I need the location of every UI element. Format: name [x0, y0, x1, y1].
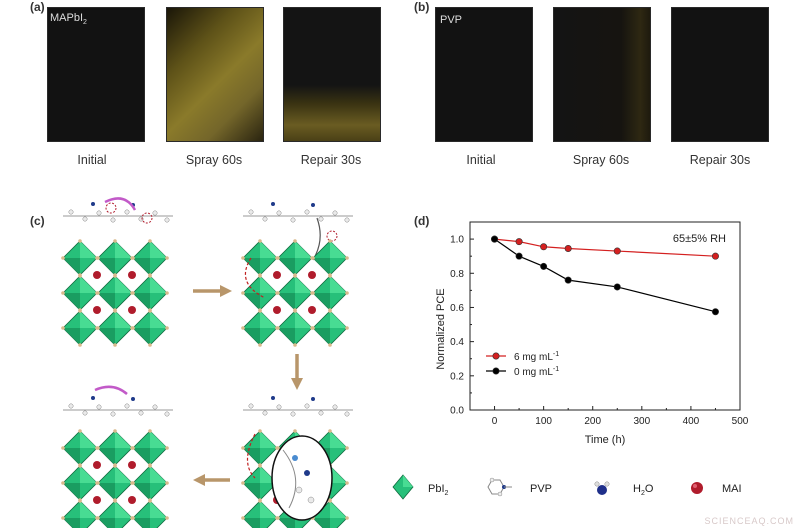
film-a-initial: MAPbI2: [47, 7, 145, 142]
legend-pbi2: PbI2: [428, 483, 449, 498]
film-b-tag: PVP: [440, 14, 463, 26]
pvp-molecule-icon: [487, 477, 512, 497]
legend-label-1: 0 mg mL-1: [514, 366, 559, 378]
watermark: SCIENCEAQ.COM: [704, 516, 794, 526]
legend-label-0: 6 mg mL-1: [514, 351, 559, 363]
film-a-tag: MAPbI2: [50, 12, 87, 27]
data-point-1-4: [613, 283, 621, 291]
data-point-0-4: [613, 247, 621, 255]
x-tick-label: 300: [633, 416, 650, 427]
repair-schematic: [55, 197, 354, 528]
arrow-down-icon: [291, 378, 303, 390]
panel-d-label: (d): [414, 214, 430, 228]
film-b-repair: [671, 7, 769, 142]
series-line-1: [494, 238, 716, 313]
y-tick-label: 0.8: [450, 269, 464, 280]
legend-marker-1: [492, 367, 500, 375]
caption-b-initial: Initial: [466, 153, 496, 167]
x-tick-label: 200: [584, 416, 601, 427]
data-point-1-1: [515, 252, 523, 260]
y-tick-label: 0.6: [450, 303, 464, 314]
panel-a-label: (a): [30, 0, 45, 14]
panel-c-label: (c): [30, 214, 45, 228]
y-tick-label: 0.0: [450, 406, 464, 417]
data-point-0-1: [515, 238, 523, 246]
x-tick-label: 0: [492, 416, 498, 427]
film-b-initial: PVP: [435, 7, 533, 142]
data-point-0-2: [540, 243, 548, 251]
x-tick-label: 500: [732, 416, 749, 427]
arrow-left-icon: [193, 474, 205, 486]
x-tick-label: 400: [683, 416, 700, 427]
pce-chart: 0 100 200 300 400 500 0.0 0.2 0.4 0.6 0.8 1.0 65±5%…: [435, 221, 749, 446]
data-point-1-3: [564, 276, 572, 284]
caption-a-initial: Initial: [77, 153, 107, 167]
legend-pvp: PVP: [530, 483, 553, 495]
caption-b-repair: Repair 30s: [689, 153, 751, 167]
panel-b-label: (b): [414, 0, 430, 14]
caption-b-spray: Spray 60s: [572, 153, 630, 167]
y-axis-label: Normalized PCE: [435, 288, 447, 369]
octahedron-icon: [392, 474, 414, 500]
y-tick-label: 0.4: [450, 337, 464, 348]
legend-mai: MAI: [722, 483, 742, 495]
arrow-right-icon: [220, 285, 232, 297]
x-axis-label: Time (h): [585, 434, 626, 446]
structure-degraded: [241, 201, 354, 347]
film-a-repair: [283, 7, 381, 142]
series-line-0: [494, 238, 716, 257]
x-tick-label: 100: [535, 416, 552, 427]
film-b-spray: [553, 7, 651, 142]
y-tick-label: 1.0: [450, 235, 464, 246]
structure-repaired: [61, 385, 174, 528]
caption-a-repair: Repair 30s: [300, 153, 362, 167]
water-molecule-icon: [594, 481, 610, 495]
data-point-0-5: [711, 252, 719, 260]
legend-h2o: H2O: [633, 483, 654, 498]
data-point-1-5: [711, 308, 719, 316]
data-point-1-2: [540, 262, 548, 270]
film-a-spray: [166, 7, 264, 142]
structure-repairing: [241, 395, 354, 528]
y-tick-label: 0.2: [450, 371, 464, 382]
mai-sphere-icon: [691, 482, 703, 494]
legend-marker-0: [492, 352, 500, 360]
data-point-1-0: [491, 235, 499, 243]
chart-annotation: 65±5% RH: [673, 233, 726, 245]
caption-a-spray: Spray 60s: [185, 153, 243, 167]
structure-initial: [61, 197, 174, 346]
plot-frame: [469, 221, 741, 411]
chart-legend: 6 mg mL-1 0 mg mL-1: [486, 351, 559, 378]
data-point-0-3: [564, 244, 572, 252]
